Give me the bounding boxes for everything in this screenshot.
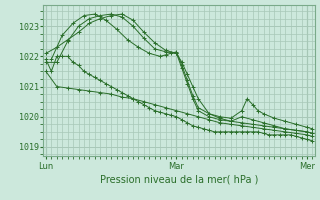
X-axis label: Pression niveau de la mer( hPa ): Pression niveau de la mer( hPa ) <box>100 175 258 185</box>
